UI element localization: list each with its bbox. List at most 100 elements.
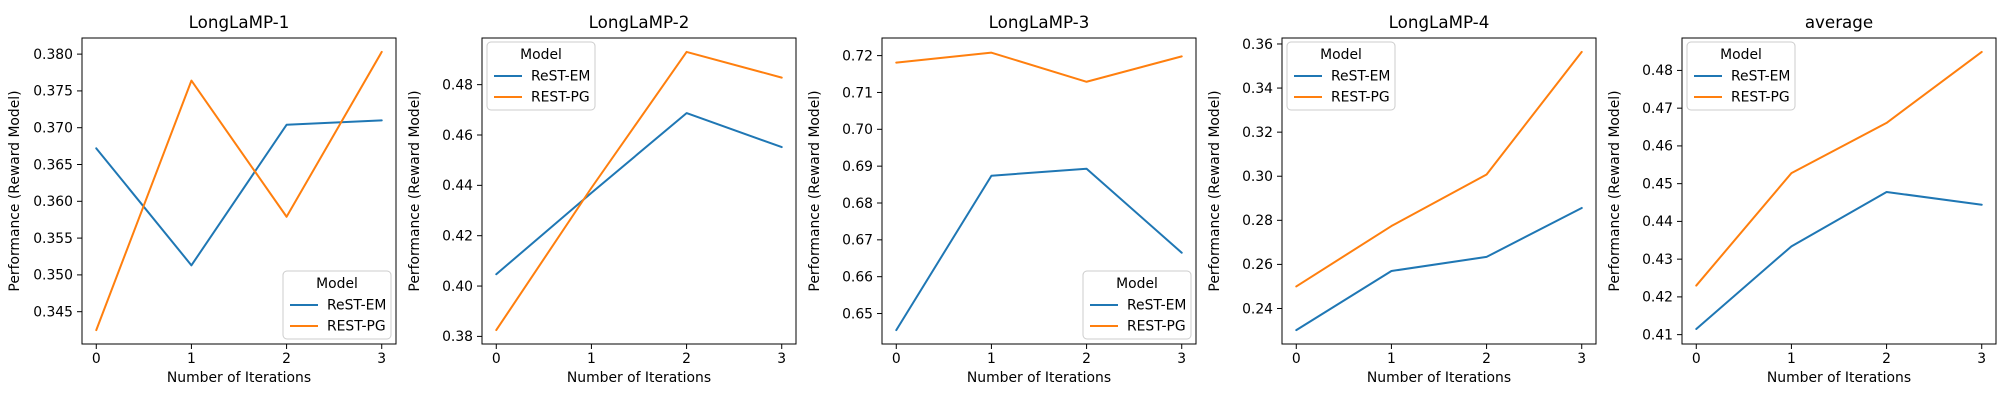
x-tick-label: 3 [1577, 351, 1586, 367]
legend-box [1686, 41, 1796, 111]
y-tick-label: 0.44 [442, 178, 473, 194]
chart-title: average [1805, 12, 1873, 32]
chart-title: LongLaMP-3 [989, 12, 1090, 32]
chart-title: LongLaMP-1 [189, 12, 290, 32]
y-tick-label: 0.42 [442, 228, 473, 244]
y-tick-label: 0.47 [1642, 101, 1673, 117]
chart-title: LongLaMP-2 [589, 12, 690, 32]
legend: Model ReST-EM REST-PG [1686, 41, 1796, 111]
chart-longlamp-1: 0.345 0.350 0.355 0.360 0.365 0.370 0.375 0.380… [0, 0, 400, 400]
legend: Model ReST-EM REST-PG [486, 41, 596, 111]
subplot-longlamp-1: 0.345 0.350 0.355 0.360 0.365 0.370 0.375 0.380… [0, 0, 400, 400]
x-tick-label: 1 [587, 351, 596, 367]
x-tick-label: 0 [492, 351, 501, 367]
x-tick-label: 2 [1082, 351, 1091, 367]
y-axis-label: Performance (Reward Model) [7, 90, 23, 291]
x-axis-label: Number of Iterations [1367, 370, 1511, 386]
x-tick-label: 1 [1387, 351, 1396, 367]
y-axis-label: Performance (Reward Model) [1607, 90, 1623, 291]
legend: Model ReST-EM REST-PG [1286, 41, 1396, 111]
y-tick-label: 0.65 [842, 306, 873, 322]
y-tick-label: 0.69 [842, 159, 873, 175]
series-line-rest-em [895, 167, 1183, 332]
chart-title: LongLaMP-4 [1389, 12, 1490, 32]
x-tick-label: 3 [777, 351, 786, 367]
chart-longlamp-2: 0.38 0.40 0.42 0.44 0.46 0.48 0 1 2 3 Number of It… [400, 0, 800, 400]
y-tick-label: 0.370 [33, 121, 73, 137]
legend-label-rest-pg: REST-PG [1127, 319, 1186, 335]
y-tick-label: 0.365 [33, 157, 73, 173]
legend-label-rest-em: ReST-EM [531, 69, 590, 85]
y-tick-label: 0.24 [1242, 301, 1273, 317]
x-tick-label: 1 [187, 351, 196, 367]
y-tick-label: 0.72 [842, 48, 873, 64]
series-line-rest-pg [95, 50, 383, 332]
x-axis-label: Number of Iterations [1767, 370, 1911, 386]
x-tick-label: 0 [892, 351, 901, 367]
y-tick-label: 0.350 [33, 268, 73, 284]
legend-title: Model [1720, 47, 1762, 63]
series-line-rest-pg [1695, 50, 1983, 287]
y-tick-label: 0.40 [442, 279, 473, 295]
y-tick-label: 0.48 [442, 77, 473, 93]
y-axis-label: Performance (Reward Model) [1207, 90, 1223, 291]
y-tick-label: 0.68 [842, 196, 873, 212]
x-tick-label: 3 [1177, 351, 1186, 367]
series-line-rest-em [1695, 190, 1983, 330]
legend-label-rest-pg: REST-PG [531, 90, 590, 106]
y-tick-label: 0.42 [1642, 290, 1673, 306]
x-tick-label: 0 [1292, 351, 1301, 367]
series-line-rest-em [495, 112, 783, 276]
x-tick-label: 2 [1882, 351, 1891, 367]
x-axis-label: Number of Iterations [167, 370, 311, 386]
legend-label-rest-em: ReST-EM [327, 298, 386, 314]
legend-label-rest-em: ReST-EM [1127, 298, 1186, 314]
legend-label-rest-em: ReST-EM [1731, 69, 1790, 85]
y-tick-label: 0.48 [1642, 63, 1673, 79]
y-tick-label: 0.45 [1642, 176, 1673, 192]
legend-box [1082, 270, 1192, 340]
x-tick-label: 0 [1692, 351, 1701, 367]
legend-label-rest-pg: REST-PG [327, 319, 386, 335]
legend-label-rest-pg: REST-PG [1731, 90, 1790, 106]
x-tick-label: 1 [1787, 351, 1796, 367]
legend-label-rest-em: ReST-EM [1331, 69, 1390, 85]
y-tick-label: 0.380 [33, 47, 73, 63]
y-tick-label: 0.71 [842, 85, 873, 101]
series-line-rest-pg [1295, 50, 1583, 288]
y-tick-label: 0.70 [842, 122, 873, 138]
legend-title: Model [1320, 47, 1362, 63]
chart-average: 0.41 0.42 0.43 0.44 0.45 0.46 0.47 0.48 0 1 2 3 Numb… [1600, 0, 2000, 400]
subplot-average: 0.41 0.42 0.43 0.44 0.45 0.46 0.47 0.48 0 1 2 3 Numb… [1600, 0, 2000, 400]
y-tick-label: 0.43 [1642, 252, 1673, 268]
legend-title: Model [1116, 276, 1158, 292]
y-tick-label: 0.41 [1642, 327, 1673, 343]
x-tick-label: 3 [377, 351, 386, 367]
subplot-longlamp-2: 0.38 0.40 0.42 0.44 0.46 0.48 0 1 2 3 Number of It… [400, 0, 800, 400]
y-tick-label: 0.28 [1242, 213, 1273, 229]
y-tick-label: 0.34 [1242, 81, 1273, 97]
y-tick-label: 0.66 [842, 269, 873, 285]
legend-label-rest-pg: REST-PG [1331, 90, 1390, 106]
x-tick-label: 3 [1977, 351, 1986, 367]
legend: Model ReST-EM REST-PG [282, 270, 392, 340]
y-tick-label: 0.32 [1242, 125, 1273, 141]
x-tick-label: 2 [682, 351, 691, 367]
y-tick-label: 0.360 [33, 194, 73, 210]
legend-box [486, 41, 596, 111]
y-axis-label: Performance (Reward Model) [807, 90, 823, 291]
chart-longlamp-4: 0.24 0.26 0.28 0.30 0.32 0.34 0.36 0 1 2 3 Number o… [1200, 0, 1600, 400]
legend-title: Model [520, 47, 562, 63]
y-tick-label: 0.26 [1242, 257, 1273, 273]
subplot-longlamp-4: 0.24 0.26 0.28 0.30 0.32 0.34 0.36 0 1 2 3 Number o… [1200, 0, 1600, 400]
x-tick-label: 2 [282, 351, 291, 367]
legend: Model ReST-EM REST-PG [1082, 270, 1192, 340]
y-tick-label: 0.46 [442, 128, 473, 144]
y-tick-label: 0.375 [33, 84, 73, 100]
y-tick-label: 0.67 [842, 233, 873, 249]
y-tick-label: 0.44 [1642, 214, 1673, 230]
x-axis-label: Number of Iterations [967, 370, 1111, 386]
y-tick-label: 0.30 [1242, 169, 1273, 185]
y-tick-label: 0.345 [33, 304, 73, 320]
